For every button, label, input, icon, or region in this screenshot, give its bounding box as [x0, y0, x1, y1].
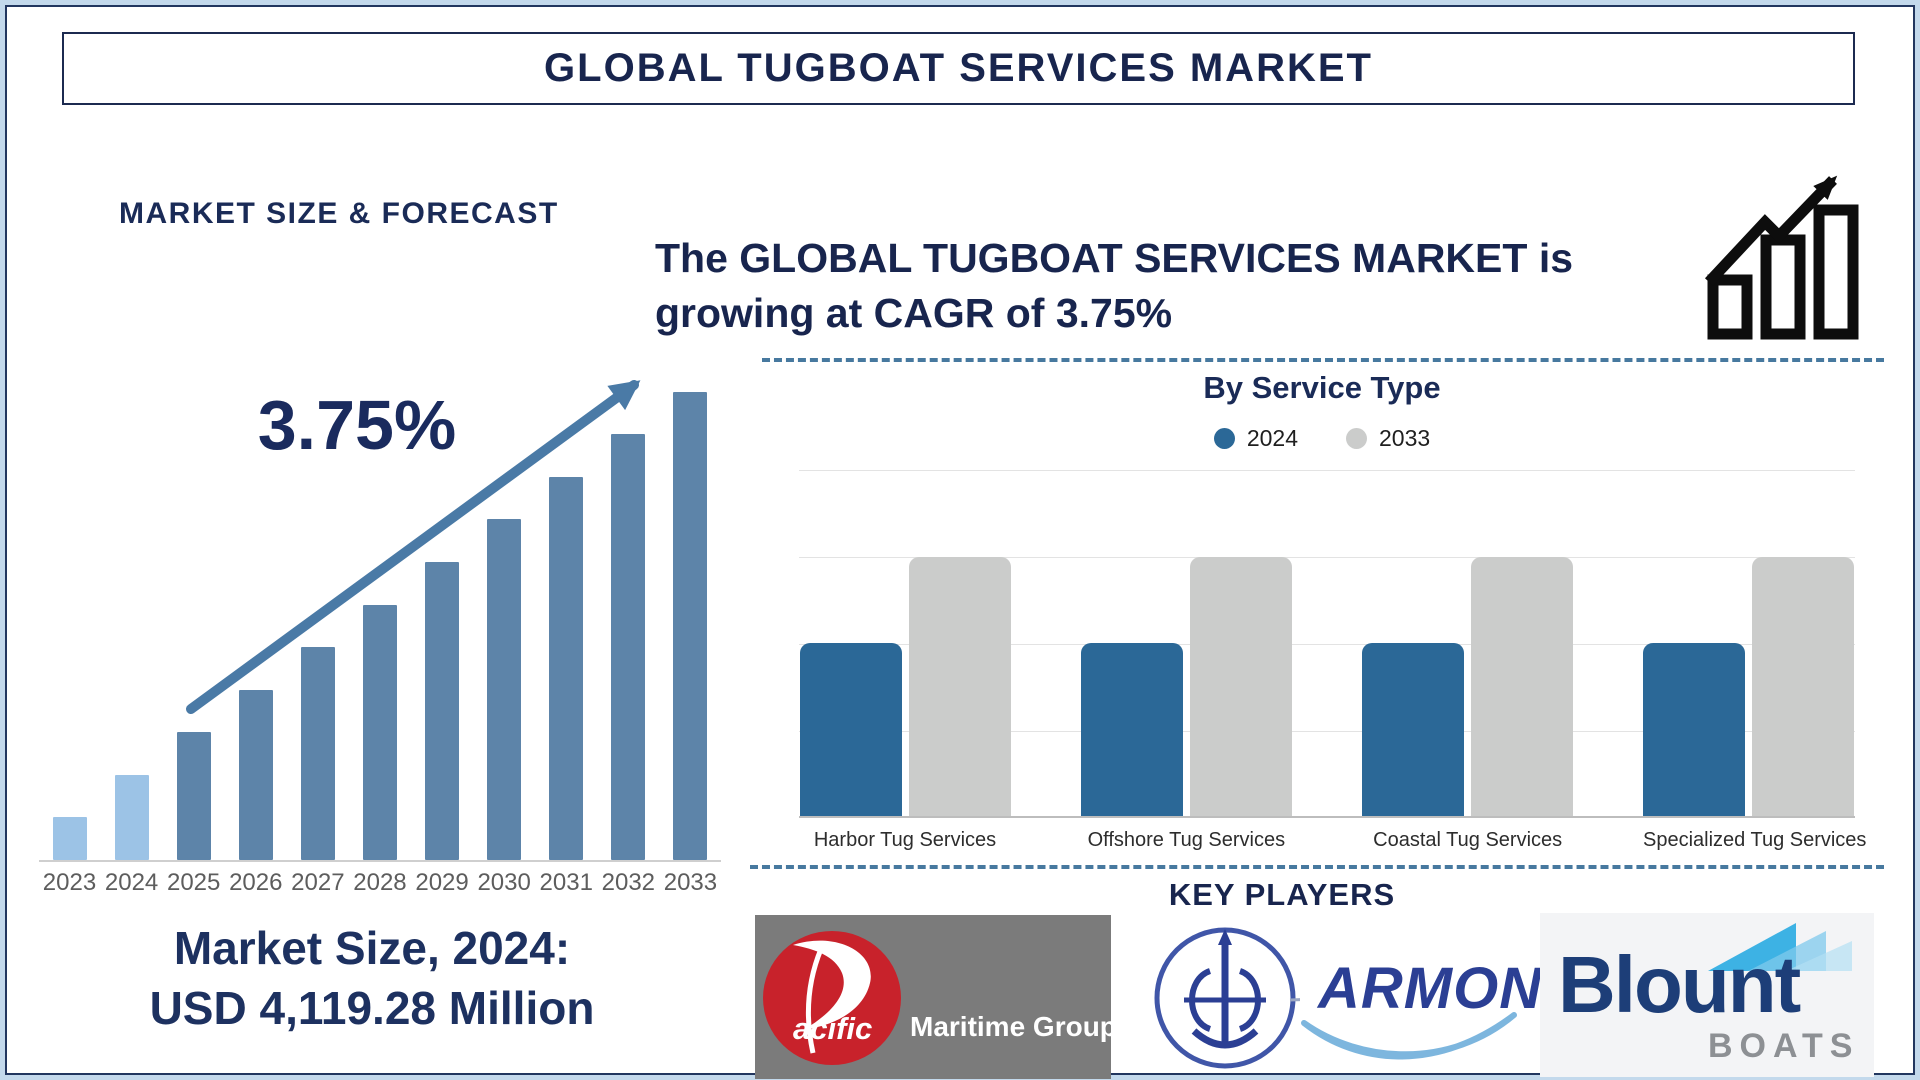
year-label-2027: 2027 — [291, 869, 345, 896]
forecast-year-labels: 2023 2024 2025 2026 2027 2028 2029 2030 2031 2032… — [39, 869, 721, 897]
forecast-bar-col — [536, 387, 597, 860]
legend-label-2024: 2024 — [1246, 425, 1298, 451]
logo-blount-boats: Blount BOATS — [1540, 913, 1874, 1077]
service-group — [1643, 470, 1855, 816]
year-label-2025: 2025 — [166, 869, 221, 896]
cagr-headline: The GLOBAL TUGBOAT SERVICES MARKET is gr… — [655, 231, 1695, 340]
year-label-2023: 2023 — [42, 869, 97, 896]
market-size-line2: USD 4,119.28 Million — [149, 981, 595, 1034]
blount-sail-icon — [1708, 923, 1852, 971]
forecast-bar-2032 — [611, 434, 646, 860]
growth-chart-icon — [1704, 175, 1859, 340]
forecast-bar-2029 — [425, 562, 460, 860]
service-category-label: Offshore Tug Services — [1087, 829, 1286, 851]
service-category-label: Coastal Tug Services — [1373, 829, 1563, 851]
market-size-callout: Market Size, 2024: USD 4,119.28 Million — [57, 919, 687, 1039]
service-bar-2033 — [1189, 556, 1292, 816]
forecast-bar-2023 — [52, 817, 87, 860]
service-bar-2033 — [1471, 556, 1574, 816]
year-label-2032: 2032 — [601, 869, 656, 896]
forecast-bar-col — [412, 387, 473, 860]
service-bar-2024 — [799, 643, 902, 816]
armon-wave-icon — [1301, 1012, 1517, 1060]
service-bar-2024 — [1362, 643, 1465, 816]
forecast-bar-2033 — [673, 391, 708, 860]
legend-dot-2033 — [1346, 428, 1367, 449]
forecast-bar-col — [474, 387, 535, 860]
service-bar-2024 — [1643, 643, 1746, 816]
armon-anchor-icon — [1154, 927, 1300, 1069]
legend-item-2033: 2033 — [1346, 425, 1430, 452]
year-label-2029: 2029 — [415, 869, 469, 896]
service-group — [1362, 470, 1574, 816]
trend-arrow-icon — [186, 380, 641, 714]
year-label-2031: 2031 — [539, 869, 593, 896]
pmg-acific-text: acific — [793, 1011, 873, 1046]
key-players-heading: KEY PLAYERS — [1168, 877, 1396, 912]
market-size-line1: Market Size, 2024: — [173, 922, 571, 974]
title-banner: GLOBAL TUGBOAT SERVICES MARKET — [62, 32, 1855, 105]
forecast-bar-2028 — [362, 604, 397, 860]
service-bar-2033 — [908, 556, 1011, 816]
service-group — [799, 470, 1011, 816]
year-label-2024: 2024 — [104, 869, 159, 896]
forecast-bar-col — [163, 387, 224, 860]
forecast-bar-2026 — [238, 689, 273, 860]
service-bar-2033 — [1752, 556, 1855, 816]
armon-wordmark: ARMON — [1318, 956, 1543, 1021]
service-legend: 2024 2033 — [767, 425, 1877, 452]
forecast-chart — [39, 387, 721, 862]
service-group — [1080, 470, 1292, 816]
forecast-bar-col — [660, 387, 721, 860]
forecast-bar-2031 — [549, 476, 584, 860]
service-category-label: Specialized Tug Services — [1642, 829, 1867, 851]
year-label-2026: 2026 — [229, 869, 283, 896]
blount-wordmark: Blount — [1558, 940, 1801, 1029]
forecast-bar-col — [598, 387, 659, 860]
year-label-2033: 2033 — [663, 869, 718, 896]
forecast-bar-col — [225, 387, 286, 860]
dashed-divider-top — [762, 358, 1884, 362]
forecast-bars — [39, 387, 721, 862]
logo-pacific-maritime-group: acific Maritime Group — [755, 915, 1117, 1079]
service-plot — [799, 470, 1855, 818]
cagr-headline-line1: The GLOBAL TUGBOAT SERVICES MARKET is — [655, 235, 1574, 281]
infographic-root: GLOBAL TUGBOAT SERVICES MARKET MARKET SI… — [5, 5, 1915, 1079]
forecast-bar-col — [101, 387, 162, 860]
forecast-bar-2030 — [487, 519, 522, 860]
pmg-sail-icon — [793, 940, 871, 1054]
legend-item-2024: 2024 — [1213, 425, 1298, 452]
legend-label-2033: 2033 — [1379, 425, 1431, 451]
pmg-maritime-group-text: Maritime Group — [910, 1011, 1117, 1042]
forecast-bar-col — [287, 387, 348, 860]
forecast-bar-2025 — [176, 732, 211, 860]
year-label-2030: 2030 — [477, 869, 531, 896]
forecast-bar-2024 — [114, 774, 149, 860]
blount-boats-text: BOATS — [1708, 1027, 1860, 1065]
service-chart-title: By Service Type — [1203, 370, 1441, 405]
forecast-bar-col — [39, 387, 100, 860]
logo-armon: ARMON — [1150, 923, 1541, 1073]
year-label-2028: 2028 — [353, 869, 407, 896]
service-bar-2024 — [1080, 643, 1183, 816]
service-category-labels: Harbor Tug Services Offshore Tug Services… — [799, 829, 1867, 852]
service-category-label: Harbor Tug Services — [813, 829, 997, 851]
cagr-value-label: 3.75% — [257, 386, 457, 464]
forecast-bar-2027 — [300, 647, 335, 860]
page-title: GLOBAL TUGBOAT SERVICES MARKET — [544, 46, 1373, 90]
forecast-heading: MARKET SIZE & FORECAST — [119, 197, 559, 230]
legend-dot-2024 — [1213, 428, 1235, 449]
dashed-divider-bottom — [750, 865, 1884, 869]
forecast-bar-col — [349, 387, 410, 860]
cagr-headline-line2: growing at CAGR of 3.75% — [655, 289, 1173, 336]
